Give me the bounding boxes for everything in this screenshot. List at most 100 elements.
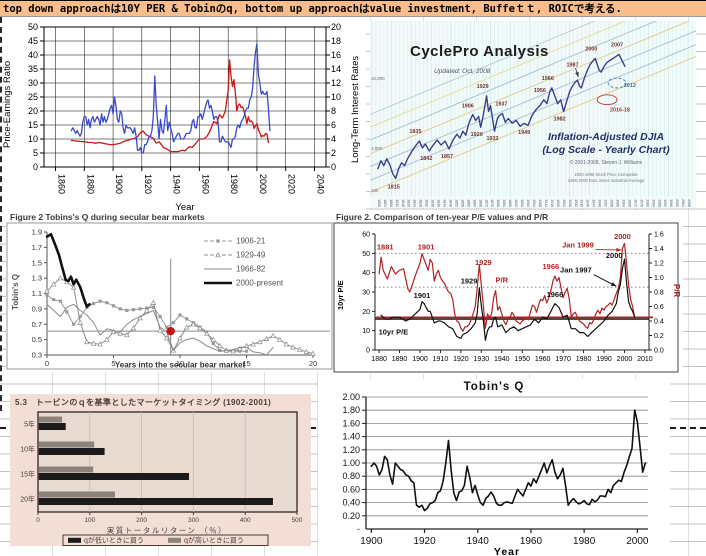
svg-text:1908: 1908 (538, 199, 542, 207)
svg-text:2008: 2008 (687, 199, 691, 207)
bar-low-q (38, 498, 273, 505)
svg-text:1880: 1880 (496, 199, 500, 207)
svg-text:5年: 5年 (24, 420, 35, 429)
svg-text:400: 400 (240, 517, 251, 524)
svg-text:30: 30 (362, 290, 370, 297)
svg-text:1960: 1960 (615, 199, 619, 207)
svg-text:1920: 1920 (556, 199, 560, 207)
svg-text:50: 50 (28, 22, 38, 32)
svg-text:20: 20 (28, 106, 38, 116)
svg-text:5: 5 (33, 148, 38, 158)
svg-text:300: 300 (188, 517, 199, 524)
svg-text:1950: 1950 (514, 356, 530, 363)
pr-line (378, 242, 636, 332)
svg-text:1910: 1910 (433, 356, 449, 363)
svg-text:1929: 1929 (461, 276, 478, 285)
svg-text:10yr P/E: 10yr P/E (336, 280, 345, 310)
chart-tobins-q-history: 0.20 0.40 0.60 0.80 1.00 1.20 1.40 1.60 1.80 2.00… (318, 379, 670, 556)
svg-text:1940: 1940 (586, 199, 590, 207)
svg-text:0.40: 0.40 (342, 498, 360, 508)
svg-text:1900: 1900 (412, 356, 428, 363)
svg-text:1888: 1888 (508, 199, 512, 207)
tobins-q-svg: 0.20 0.40 0.60 0.80 1.00 1.20 1.40 1.60 1.80 2.00… (342, 392, 648, 556)
svg-text:10年: 10年 (20, 445, 35, 454)
svg-text:2: 2 (331, 148, 336, 158)
svg-text:1970: 1970 (555, 356, 571, 363)
svg-text:1864: 1864 (472, 199, 476, 207)
svg-text:1900: 1900 (114, 174, 124, 194)
svg-text:P/R: P/R (672, 284, 681, 298)
svg-text:1880: 1880 (371, 356, 387, 363)
svg-text:1980: 1980 (576, 356, 592, 363)
svg-text:1906-21: 1906-21 (236, 237, 266, 246)
svg-text:1890: 1890 (392, 356, 408, 363)
svg-text:1960: 1960 (200, 174, 210, 194)
svg-text:1800: 1800 (377, 199, 381, 207)
tobins-q-line (370, 409, 647, 512)
svg-text:4: 4 (331, 134, 336, 144)
svg-text:1932: 1932 (486, 136, 498, 142)
svg-text:1832: 1832 (425, 199, 429, 207)
pe-pr-svg: 0 10 20 30 40 50 60 0.0 0.2 0.4 0.6 0.8 1.0 1.2 1.4 1.6… (333, 222, 681, 373)
cyclepro-source2: 1896-2008 Dow Jones Industrial Average (567, 177, 645, 183)
title-text: top down approachは10Y PER & Tobinのq, bot… (3, 3, 622, 15)
svg-text:1,000: 1,000 (371, 146, 383, 151)
djia-line (377, 53, 626, 180)
svg-text:1936: 1936 (580, 199, 584, 207)
svg-text:1.00: 1.00 (342, 458, 360, 468)
svg-text:1904: 1904 (532, 199, 536, 207)
svg-text:1.9: 1.9 (32, 228, 42, 237)
svg-text:0: 0 (33, 162, 38, 172)
bear-markets-svg: 0.3 0.5 0.7 0.9 1.1 1.3 1.5 1.7 1.9 0 5 10 15 20 1906-… (6, 222, 333, 370)
svg-text:0.4: 0.4 (654, 319, 664, 326)
svg-text:1984: 1984 (651, 199, 655, 207)
svg-text:30: 30 (28, 78, 38, 88)
svg-text:1929: 1929 (475, 258, 492, 267)
svg-text:実質トータルリターン （％）: 実質トータルリターン （％） (107, 525, 227, 535)
svg-text:2000: 2000 (675, 199, 679, 207)
svg-text:1.4: 1.4 (654, 246, 664, 253)
svg-text:1964: 1964 (622, 199, 626, 207)
svg-text:1980: 1980 (229, 174, 239, 194)
cyclepro-caption: Inflation-Adjusted DJIA (Log Scale - Yea… (520, 131, 692, 183)
svg-text:Jan 1999: Jan 1999 (562, 241, 594, 250)
formula-title-bar[interactable]: top down approachは10Y PER & Tobinのq, bot… (0, 0, 706, 17)
svg-text:1860: 1860 (466, 199, 470, 207)
svg-text:1949: 1949 (518, 130, 530, 136)
svg-text:1912: 1912 (544, 199, 548, 207)
svg-text:1844: 1844 (442, 199, 446, 207)
svg-text:1924: 1924 (562, 199, 566, 207)
svg-text:1900: 1900 (526, 199, 530, 207)
svg-text:Long-Term Interest Rates: Long-Term Interest Rates (350, 56, 361, 163)
svg-text:1828: 1828 (419, 199, 423, 207)
svg-text:20年: 20年 (20, 495, 35, 504)
svg-text:qが高いときに買う: qが高いときに買う (184, 536, 244, 545)
svg-text:1.6: 1.6 (654, 232, 664, 239)
svg-text:1980: 1980 (573, 536, 596, 547)
pe-pr-title: Figure 2. Comparison of ten-year P/E val… (336, 212, 549, 222)
svg-text:1857: 1857 (441, 154, 453, 160)
svg-text:200: 200 (136, 517, 147, 524)
svg-text:2000: 2000 (617, 356, 633, 363)
current-position-marker (166, 326, 175, 336)
svg-text:1966: 1966 (543, 262, 560, 271)
cyclepro-source-lines: 1800-1896 Stock Price Composite 1896-200… (520, 172, 692, 183)
svg-text:1966: 1966 (542, 76, 554, 82)
svg-text:1972: 1972 (633, 199, 637, 207)
svg-text:15: 15 (28, 120, 38, 130)
svg-text:40: 40 (28, 50, 38, 60)
svg-text:100: 100 (371, 188, 379, 193)
svg-text:15年: 15年 (20, 470, 35, 479)
svg-text:1815: 1815 (388, 184, 400, 190)
bar-high-q (38, 416, 63, 423)
svg-text:2010: 2010 (637, 356, 653, 363)
svg-text:1835: 1835 (409, 129, 421, 135)
svg-text:1976: 1976 (639, 199, 643, 207)
bear-markets-title: Figure 2 Tobins's Q during secular bear … (10, 212, 205, 222)
svg-text:0.60: 0.60 (342, 484, 360, 494)
chart-cyclepro-djia: 1815 1835 1842 1857 1906 1920 1929 1932 1937 1949… (370, 21, 696, 208)
svg-text:2000: 2000 (585, 47, 597, 53)
svg-text:1952: 1952 (604, 199, 608, 207)
svg-text:6: 6 (331, 120, 336, 130)
